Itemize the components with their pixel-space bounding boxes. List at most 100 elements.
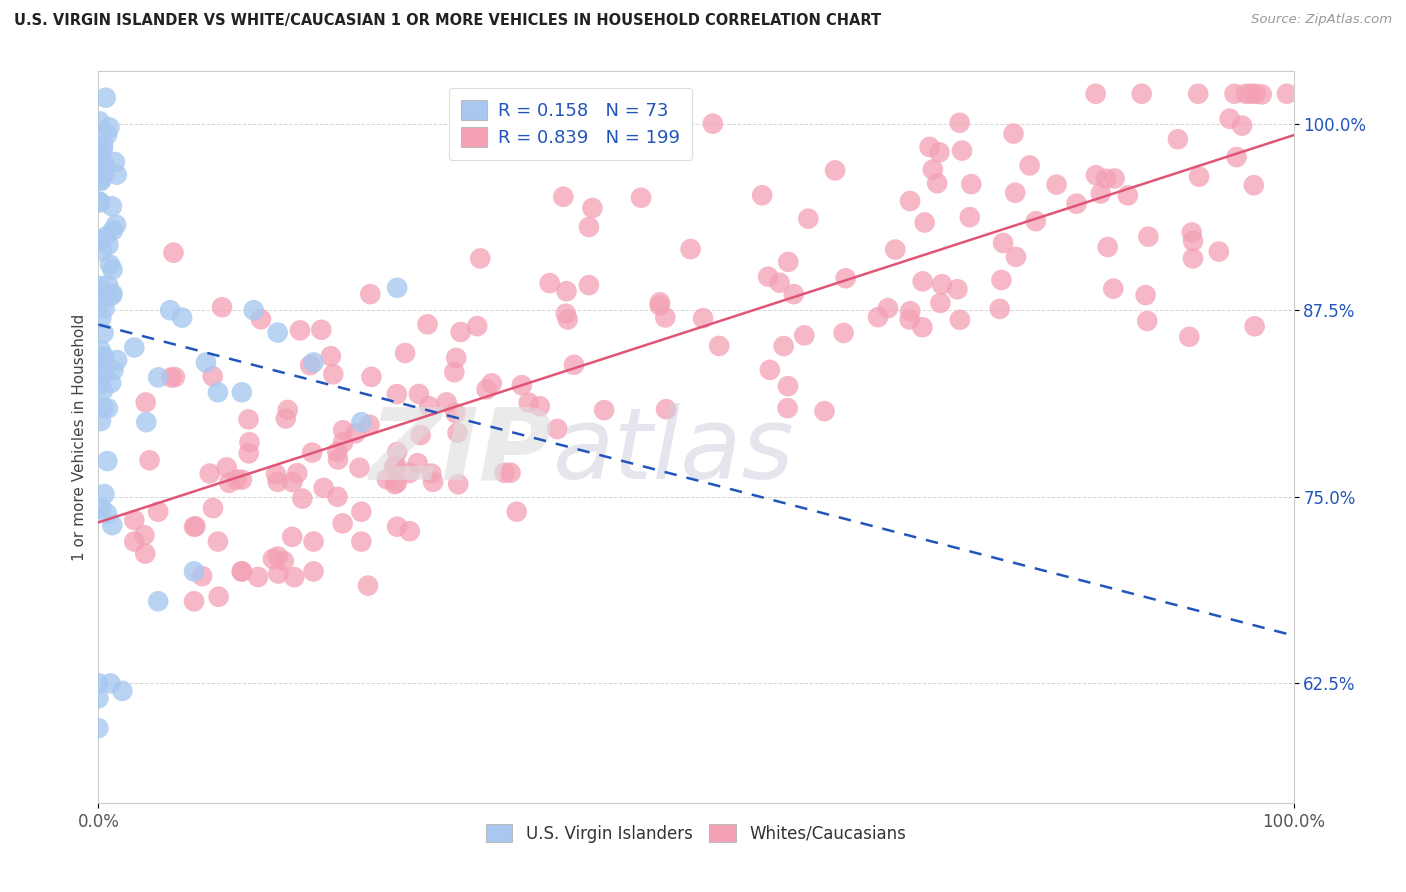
Point <box>360 370 382 384</box>
Point <box>96 507 118 521</box>
Point <box>959 210 981 224</box>
Text: ZIP: ZIP <box>370 403 553 500</box>
Point <box>90 351 112 365</box>
Point <box>183 519 205 533</box>
Point <box>385 281 409 295</box>
Point <box>183 565 205 579</box>
Point <box>554 307 576 321</box>
Point <box>931 277 953 292</box>
Point <box>91 142 114 156</box>
Point <box>751 188 773 202</box>
Point <box>105 218 128 232</box>
Point <box>578 220 600 235</box>
Point <box>409 428 432 442</box>
Point <box>470 252 492 266</box>
Point <box>231 385 253 400</box>
Point <box>90 174 112 188</box>
Point <box>326 490 349 504</box>
Point <box>301 445 323 459</box>
Point <box>91 154 114 169</box>
Point <box>797 211 820 226</box>
Point <box>135 415 157 429</box>
Point <box>776 401 799 416</box>
Point <box>101 199 124 213</box>
Point <box>97 278 120 293</box>
Point <box>1084 168 1107 182</box>
Point <box>506 505 529 519</box>
Point <box>1136 314 1159 328</box>
Point <box>406 456 429 470</box>
Point <box>94 90 117 104</box>
Point <box>96 128 118 142</box>
Text: Source: ZipAtlas.com: Source: ZipAtlas.com <box>1251 13 1392 27</box>
Point <box>555 284 578 298</box>
Point <box>101 262 124 277</box>
Point <box>103 363 125 377</box>
Point <box>267 566 290 581</box>
Point <box>98 676 122 690</box>
Point <box>90 500 112 515</box>
Point <box>159 303 181 318</box>
Y-axis label: 1 or more Vehicles in Household: 1 or more Vehicles in Household <box>72 313 87 561</box>
Point <box>398 524 420 539</box>
Point <box>927 176 949 190</box>
Point <box>679 242 702 256</box>
Point <box>148 505 170 519</box>
Point <box>231 473 253 487</box>
Point <box>89 278 111 293</box>
Point <box>385 475 408 490</box>
Point <box>104 155 127 169</box>
Point <box>768 276 790 290</box>
Point <box>1130 87 1153 101</box>
Point <box>793 328 815 343</box>
Point <box>90 172 112 186</box>
Point <box>90 367 112 381</box>
Point <box>759 363 782 377</box>
Point <box>416 318 439 332</box>
Point <box>1182 234 1205 248</box>
Point <box>868 310 890 325</box>
Point <box>1097 240 1119 254</box>
Point <box>357 579 380 593</box>
Point <box>1066 196 1088 211</box>
Point <box>285 466 308 480</box>
Point <box>135 395 157 409</box>
Point <box>87 293 110 307</box>
Point <box>90 414 112 428</box>
Point <box>394 346 416 360</box>
Point <box>91 384 114 398</box>
Point <box>1137 229 1160 244</box>
Point <box>408 387 430 401</box>
Point <box>238 412 260 426</box>
Point <box>105 353 128 368</box>
Point <box>101 518 124 533</box>
Point <box>1095 172 1118 186</box>
Point <box>332 516 354 531</box>
Point <box>1225 150 1247 164</box>
Point <box>557 312 579 326</box>
Point <box>91 244 114 259</box>
Point <box>93 363 115 377</box>
Point <box>529 399 551 413</box>
Point <box>344 426 367 441</box>
Point <box>450 325 472 339</box>
Point <box>243 303 266 318</box>
Point <box>385 458 408 473</box>
Point <box>443 365 465 379</box>
Point <box>311 323 333 337</box>
Point <box>1240 87 1263 101</box>
Point <box>262 552 284 566</box>
Point <box>1275 87 1298 101</box>
Point <box>288 323 311 337</box>
Point <box>475 383 498 397</box>
Point <box>94 292 117 306</box>
Point <box>89 194 111 209</box>
Point <box>1244 87 1267 101</box>
Point <box>97 238 120 252</box>
Point <box>124 513 146 527</box>
Point <box>87 691 110 706</box>
Point <box>101 288 124 302</box>
Point <box>100 376 122 390</box>
Point <box>538 276 561 290</box>
Point <box>93 401 115 415</box>
